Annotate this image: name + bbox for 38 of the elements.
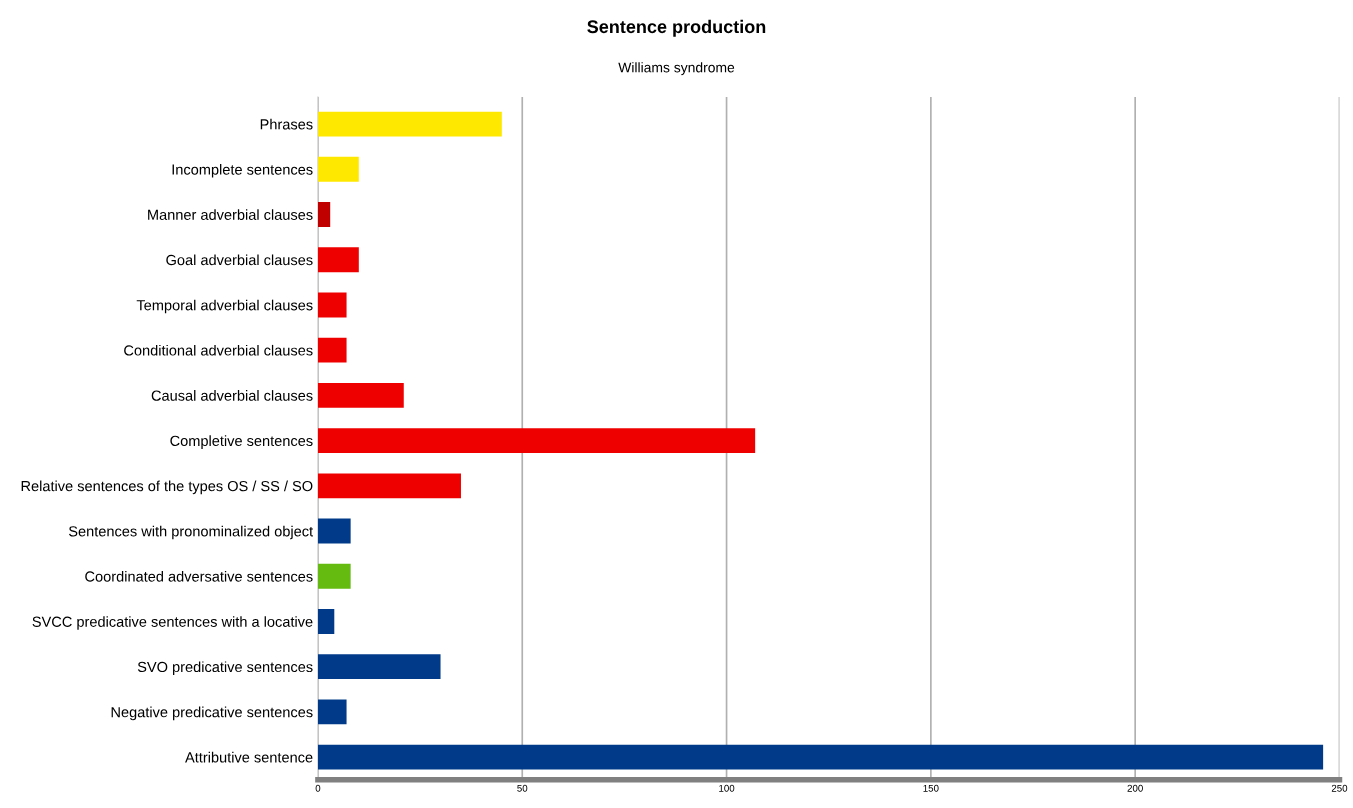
bar [317, 654, 441, 680]
y-tick-label: Incomplete sentences [172, 164, 313, 178]
y-tick-label: Phrases [260, 118, 313, 130]
y-tick-label: Sentences with pronominalized object [68, 525, 313, 540]
x-tick-label: 200 [1127, 784, 1143, 792]
bar [317, 382, 404, 408]
bar [317, 609, 335, 634]
y-tick-label: Coordinated adversative sentences [85, 570, 313, 582]
x-tick-label: 150 [923, 784, 939, 792]
bar [317, 428, 756, 454]
y-tick-label: Negative predicative sentences [111, 706, 313, 721]
chart-title: Sentence production [587, 19, 766, 37]
y-tick-label: Completive sentences [170, 435, 313, 449]
bar [317, 518, 351, 544]
x-tick-label: 50 [517, 784, 528, 792]
bar [317, 337, 347, 363]
y-tick-label: Manner adverbial clauses [148, 209, 313, 220]
y-tick-label: Temporal adverbial clauses [136, 299, 313, 314]
y-tick-label: Relative sentences of the types OS / SS / SO [21, 480, 313, 495]
y-tick-label: Conditional adverbial clauses [124, 344, 313, 356]
y-tick-label: Goal adverbial clauses [166, 254, 313, 266]
bar [317, 563, 351, 589]
y-tick-label: SVCC predicative sentences with a locative [32, 616, 313, 630]
bar [317, 699, 347, 725]
x-tick-label: 0 [315, 784, 321, 792]
x-tick-label: 100 [719, 784, 735, 792]
bar [317, 744, 1324, 770]
bar [317, 247, 359, 273]
bar [317, 156, 359, 182]
bar [317, 202, 331, 227]
bar [317, 473, 461, 499]
bar [317, 292, 347, 318]
y-tick-label: Causal adverbial clauses [151, 390, 313, 401]
bar [317, 111, 502, 137]
chart-subtitle: Williams syndrome [618, 62, 735, 76]
x-tick-label: 250 [1331, 784, 1348, 792]
y-tick-label: Attributive sentence [185, 751, 313, 763]
y-tick-label: SVO predicative sentences [137, 661, 313, 675]
